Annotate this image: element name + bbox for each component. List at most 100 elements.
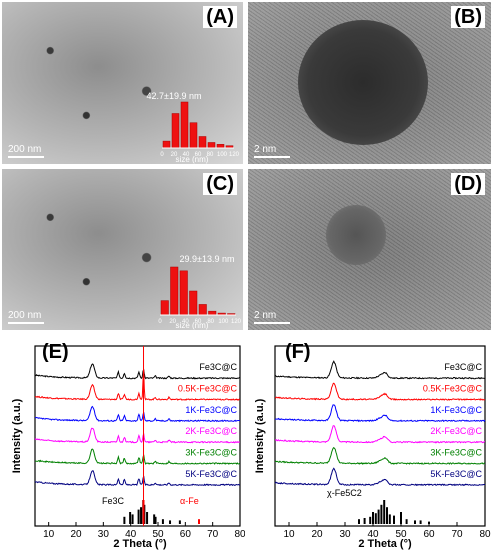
panel-e-xtick-label: 50 (152, 529, 164, 540)
panel-f-series-4 (274, 446, 485, 465)
panel-d-hrtem-image: (D) 2 nm (248, 169, 491, 330)
panel-d-label: (D) (451, 173, 485, 195)
panel-e-xlabel: 2 Theta (°) (113, 538, 167, 550)
panel-e-xtick-label: 70 (207, 529, 219, 540)
panel-e-xtick-label: 40 (125, 529, 137, 540)
panel-a-histogram: 0 20 40 60 80 100 120 42.7±19.9 nm size (nm) (147, 91, 240, 164)
panel-c-hist-tick: 0 (158, 319, 162, 325)
panel-c-tem-image: (C) 0 20 40 60 80 100 120 29.9±13.9 nm size (n… (2, 169, 243, 330)
panel-c-hist-bar (189, 290, 198, 316)
panel-a-hist-tick: 100 (217, 152, 228, 158)
panel-a-scalebar: 200 nm (8, 144, 44, 158)
panel-e-ylabel: Intensity (a.u.) (11, 398, 23, 473)
panel-a-hist-tick: 20 (171, 152, 178, 158)
panel-c-hist-bar (208, 310, 217, 316)
panel-a-hist-bar (216, 144, 225, 149)
panel-a-hist-label: 42.7±19.9 nm (147, 91, 202, 101)
panel-e-xrd-chart: 10 20 30 40 50 60 70 80 Fe3C@C 0.5K-Fe3C@C 1K-Fe3C… (11, 341, 245, 550)
panel-f-xtick-label: 20 (311, 529, 323, 540)
panel-a-hist-tick: 80 (207, 152, 214, 158)
panel-f-series-2 (274, 404, 486, 423)
panel-a-hist-tick: 0 (160, 152, 164, 158)
panel-e-series-2 (34, 405, 241, 423)
panel-c-hist-bar (170, 266, 179, 316)
panel-f-xtick-label: 50 (395, 529, 407, 540)
panel-a-hist-tick: 40 (183, 152, 190, 158)
panel-e-series-5 (34, 470, 240, 487)
panel-c-hist-bar (160, 300, 169, 316)
panel-e-label: (E) (42, 341, 69, 363)
panel-f-series-label-3: 2K-Fe3C@C (430, 426, 482, 436)
panel-f-series-0 (274, 360, 486, 380)
panel-c-hist-tick: 20 (169, 319, 176, 325)
panel-f-frame (274, 345, 486, 527)
panel-f-series-label-0: Fe3C@C (444, 362, 482, 372)
panel-f-xtick-label: 80 (479, 529, 491, 540)
panel-b-hrtem-image: (B) 2 nm (248, 2, 491, 164)
panel-e-xtick-label: 60 (180, 529, 192, 540)
panel-e-xtick-label: 20 (70, 529, 82, 540)
panel-c-hist-tick: 40 (182, 319, 189, 325)
panel-b-particle (298, 20, 428, 145)
panel-e-xtick-label: 10 (43, 529, 55, 540)
panel-e-series-label-5: 5K-Fe3C@C (185, 469, 237, 479)
panel-f-series-label-1: 0.5K-Fe3C@C (423, 383, 483, 393)
panel-b-label: (B) (451, 6, 485, 28)
panel-e-ref-fe3c-label: Fe3C (102, 496, 125, 506)
panel-a-hist-bar (207, 142, 216, 149)
panel-f-xlabel: 2 Theta (°) (358, 538, 412, 550)
panel-d-scalebar: 2 nm (254, 310, 290, 324)
panel-e-series-label-1: 0.5K-Fe3C@C (178, 383, 238, 393)
panel-f-xtick-label: 10 (283, 529, 295, 540)
panel-e-series-label-2: 1K-Fe3C@C (185, 405, 237, 415)
panel-c-hist-tick: 60 (195, 319, 202, 325)
panel-f-series-label-2: 1K-Fe3C@C (430, 405, 482, 415)
panel-c-scalebar: 200 nm (8, 310, 44, 324)
panel-a-hist-bar (171, 113, 180, 149)
panel-f-ref-chi-label: χ-Fe5C2 (327, 488, 362, 498)
panel-b-scalebar: 2 nm (254, 144, 290, 158)
panel-d-particle (326, 205, 386, 265)
panel-e-series-label-0: Fe3C@C (199, 362, 237, 372)
panel-c-hist-tick: 120 (231, 319, 242, 325)
panel-c-histogram: 0 20 40 60 80 100 120 29.9±13.9 nm size (nm) (158, 254, 242, 330)
panel-f-xtick-label: 40 (367, 529, 379, 540)
panel-a-hist-bar (198, 136, 207, 149)
panel-f-xtick-label: 60 (423, 529, 435, 540)
panel-f-series-5 (274, 467, 486, 487)
panel-f-xrd-chart: 10 20 30 40 50 60 70 80 Fe3C@C 0.5K-Fe3C@C 1K-Fe3C… (254, 341, 491, 550)
panel-c-hist-tick: 100 (218, 319, 229, 325)
panel-f-series-label-4: 3K-Fe3C@C (430, 447, 482, 457)
panel-a-hist-tick: 60 (195, 152, 202, 158)
panel-c-hist-bar (198, 304, 207, 316)
panel-c-label: (C) (203, 173, 237, 195)
panel-c-hist-bar (179, 270, 188, 316)
panel-f-series-3 (274, 425, 485, 444)
panel-a-hist-bar (189, 122, 198, 149)
panel-f-xtick-label: 70 (451, 529, 463, 540)
panel-c-hist-xlabel: size (nm) (176, 321, 209, 330)
panel-f-label: (F) (285, 341, 311, 363)
panel-e-series-label-3: 2K-Fe3C@C (185, 426, 237, 436)
panel-f-ylabel: Intensity (a.u.) (254, 398, 266, 473)
panel-f-xtick-label: 30 (339, 529, 351, 540)
panel-e-series-0 (34, 363, 241, 380)
panel-c-hist-tick: 80 (207, 319, 214, 325)
panel-f-series-1 (274, 382, 486, 401)
panel-a-hist-bar (180, 101, 189, 149)
panel-a-label: (A) (203, 6, 237, 28)
panel-e-ref-afe-label: α-Fe (180, 496, 199, 506)
panel-a-hist-xlabel: size (nm) (176, 155, 209, 164)
panel-a-hist-bar (162, 140, 171, 149)
panel-a-hist-tick: 120 (229, 152, 240, 158)
panel-e-series-4 (34, 448, 241, 465)
panel-c-hist-label: 29.9±13.9 nm (180, 254, 235, 264)
panel-e-series-label-4: 3K-Fe3C@C (185, 447, 237, 457)
panel-e-xtick-label: 80 (234, 529, 245, 540)
panel-f-series-label-5: 5K-Fe3C@C (430, 469, 482, 479)
panel-e-series-3 (34, 427, 240, 444)
panel-e-series-1 (34, 369, 241, 401)
panel-e-frame (34, 345, 241, 527)
panel-e-xtick-label: 30 (98, 529, 110, 540)
panel-a-tem-image: (A) 0 20 40 60 80 100 120 42.7±19.9 nm size (n… (2, 2, 243, 164)
